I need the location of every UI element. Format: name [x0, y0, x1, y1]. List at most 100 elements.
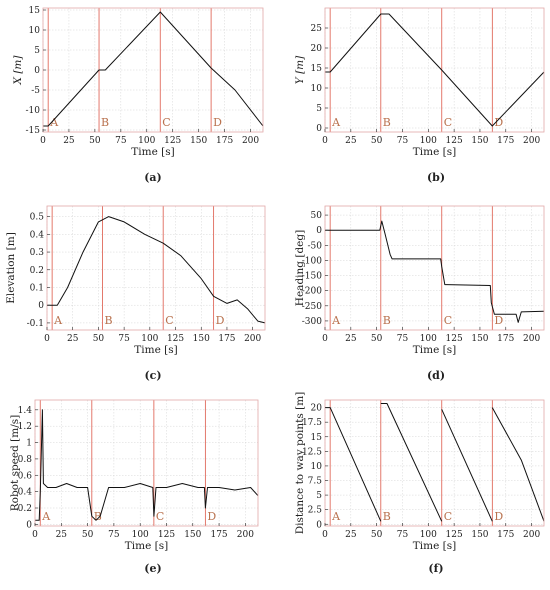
y-tick-label: 20 [311, 44, 323, 54]
x-tick-label: 100 [420, 136, 437, 146]
plot-frame [324, 205, 545, 331]
y-tick-label: 0 [316, 124, 322, 134]
y-tick-label: -50 [308, 241, 323, 251]
waypoint-label-a: A [41, 510, 51, 523]
x-axis-label: Time [s] [413, 146, 456, 158]
y-tick-label: 5 [316, 491, 322, 501]
x-tick-label: 50 [371, 334, 383, 344]
plot-frame [34, 399, 259, 527]
waypoint-label-b: B [105, 314, 113, 327]
y-tick-label: 10 [311, 462, 323, 472]
x-tick-label: 25 [67, 334, 79, 344]
panel-b: A B C D 0 25 50 75 100 125 150 175 200 0 5 10 15 20 25 Time… [294, 7, 545, 184]
x-tick-label: 75 [397, 136, 409, 146]
x-tick-label: 175 [497, 334, 514, 344]
y-tick-label: 1.4 [18, 406, 33, 416]
panel-caption-f: (f) [428, 562, 443, 575]
x-tick-label: 25 [56, 530, 68, 540]
y-tick-label: 0.8 [18, 455, 33, 465]
y-tick-label: -15 [26, 126, 41, 136]
x-tick-label: 200 [244, 334, 261, 344]
x-tick-label: 125 [446, 334, 463, 344]
y-tick-label: 10 [29, 26, 41, 36]
y-axis-label: Robot speed [m/s] [9, 415, 21, 512]
plot-frame [324, 7, 545, 133]
x-tick-label: 175 [497, 530, 514, 540]
waypoint-label-b: B [383, 116, 391, 129]
x-tick-label: 75 [118, 334, 130, 344]
waypoint-label-c: C [162, 116, 170, 129]
x-tick-label: 25 [345, 334, 357, 344]
y-tick-label: 0 [316, 226, 322, 236]
x-tick-label: 150 [193, 334, 210, 344]
waypoint-label-d: D [213, 116, 222, 129]
y-tick-label: 0.3 [30, 248, 45, 258]
y-tick-label: 0.6 [18, 471, 33, 481]
waypoint-label-a: A [53, 314, 63, 327]
y-axis-label: X [m] [12, 55, 24, 86]
y-tick-label: 0.5 [30, 213, 45, 223]
y-tick-label: 7.5 [308, 477, 323, 487]
y-axis-label: Elevation [m] [5, 232, 17, 304]
waypoint-label-b: B [101, 116, 109, 129]
x-tick-label: 50 [82, 530, 94, 540]
panel-caption-a: (a) [144, 171, 162, 184]
x-tick-label: 150 [184, 530, 201, 540]
x-tick-label: 0 [322, 136, 328, 146]
y-tick-label: 1 [26, 439, 32, 449]
x-tick-label: 200 [242, 136, 259, 146]
waypoint-label-c: C [444, 510, 452, 523]
series-line [325, 13, 545, 127]
series-line [380, 403, 443, 522]
panel-c: A B C D0 25 50 75 100 125 150 175 200-0.100.10.20.3… [5, 205, 266, 382]
waypoint-label-a: A [49, 116, 59, 129]
y-tick-label: 0.2 [30, 266, 44, 276]
waypoint-label-b: B [383, 510, 391, 523]
x-axis-label: Time [s] [413, 344, 456, 356]
y-tick-label: 0.2 [18, 504, 32, 514]
x-axis-label: Time [s] [125, 540, 168, 552]
x-tick-label: 100 [420, 530, 437, 540]
x-tick-label: 0 [32, 530, 38, 540]
y-tick-label: -0.1 [27, 319, 44, 329]
y-tick-label: 5 [34, 46, 40, 56]
series-line [325, 220, 545, 323]
x-tick-label: 125 [446, 530, 463, 540]
x-tick-label: 25 [63, 136, 75, 146]
x-tick-label: 125 [167, 334, 184, 344]
y-tick-label: 0.4 [30, 230, 45, 240]
waypoint-label-a: A [331, 510, 341, 523]
x-tick-label: 100 [138, 136, 155, 146]
x-tick-label: 150 [471, 334, 488, 344]
x-tick-label: 50 [371, 136, 383, 146]
x-tick-label: 100 [420, 334, 437, 344]
x-axis-label: Time [s] [131, 146, 174, 158]
series-line [43, 11, 264, 127]
y-tick-label: 5 [316, 104, 322, 114]
panel-caption-c: (c) [144, 369, 161, 382]
y-tick-label: 0 [316, 520, 322, 530]
series-line [491, 407, 545, 522]
x-tick-label: 100 [141, 334, 158, 344]
y-axis-label: Heading [deg] [294, 230, 306, 306]
x-tick-label: 175 [497, 136, 514, 146]
plot-frame [46, 205, 266, 331]
panel-caption-d: (d) [427, 369, 445, 382]
y-tick-label: -250 [302, 302, 322, 312]
y-tick-label: 50 [311, 211, 323, 221]
waypoint-label-d: D [494, 510, 503, 523]
y-tick-label: -150 [302, 272, 322, 282]
x-tick-label: 175 [218, 334, 235, 344]
panel-d: A B C D 0 25 50 75 100 125 150 175 200 -300 -250 -200 -1… [294, 205, 545, 382]
x-axis-label: Time [s] [413, 540, 456, 552]
x-tick-label: 150 [190, 136, 207, 146]
x-tick-label: 150 [471, 136, 488, 146]
waypoint-label-c: C [165, 314, 173, 327]
y-tick-label: 17.5 [302, 418, 322, 428]
x-tick-label: 125 [446, 136, 463, 146]
x-tick-label: 75 [397, 530, 409, 540]
y-tick-label: 0 [38, 301, 44, 311]
y-tick-label: 10 [311, 84, 323, 94]
y-tick-label: 15 [29, 6, 41, 16]
waypoint-label-d: D [207, 510, 216, 523]
